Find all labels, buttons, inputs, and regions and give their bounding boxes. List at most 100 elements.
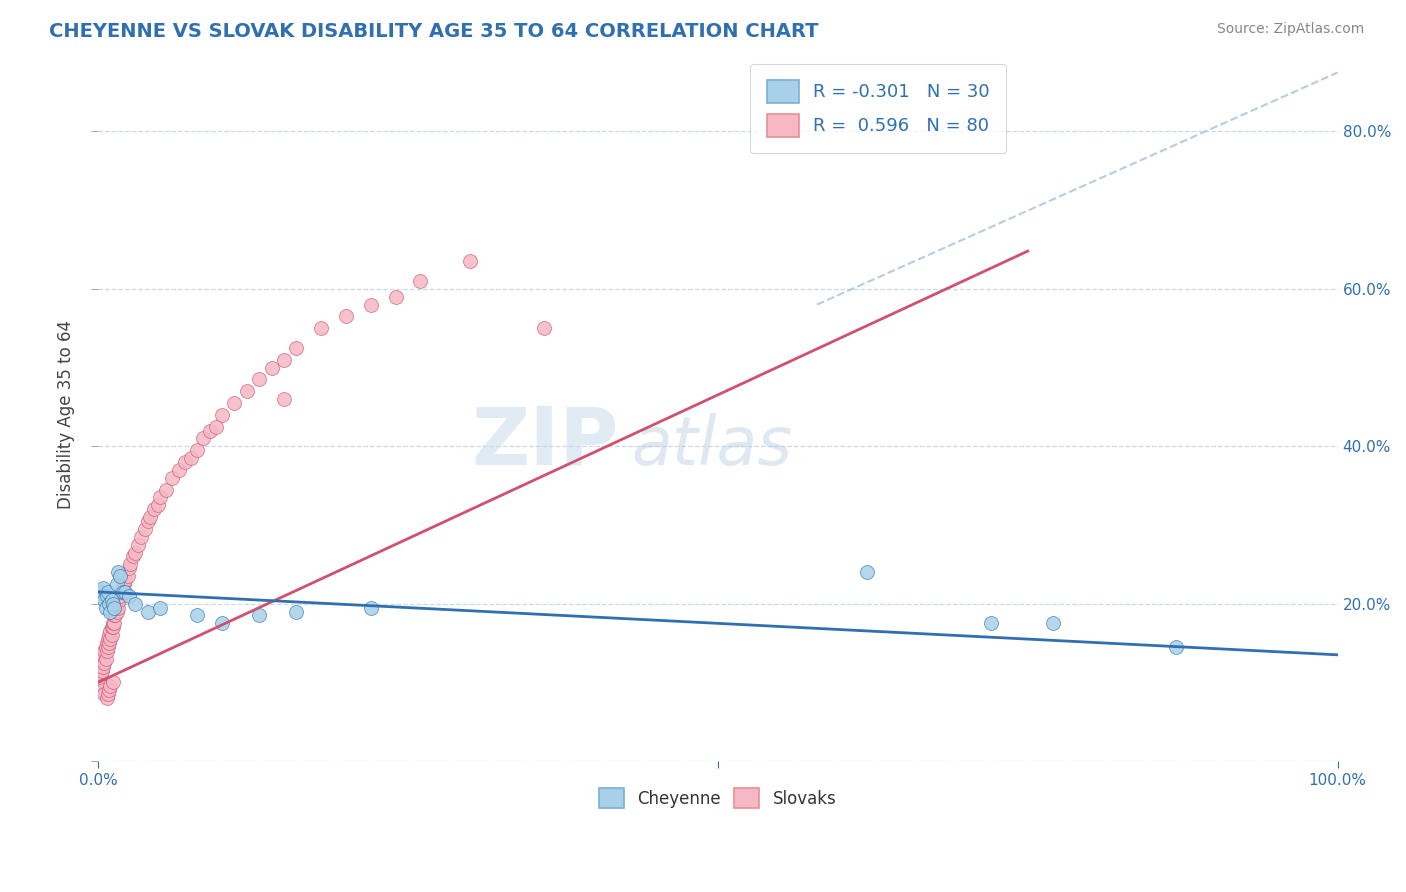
- Point: [111, 585, 134, 599]
- Point: [127, 538, 149, 552]
- Point: [93, 644, 115, 658]
- Point: [136, 605, 159, 619]
- Point: [205, 419, 228, 434]
- Point: [98, 683, 121, 698]
- Point: [103, 600, 125, 615]
- Point: [149, 491, 172, 505]
- Point: [273, 392, 295, 406]
- Point: [360, 298, 382, 312]
- Point: [103, 616, 125, 631]
- Point: [131, 530, 153, 544]
- Point: [97, 585, 120, 599]
- Point: [193, 431, 215, 445]
- Point: [186, 443, 208, 458]
- Point: [198, 424, 221, 438]
- Point: [121, 549, 143, 564]
- Point: [96, 644, 118, 658]
- Point: [94, 640, 117, 654]
- Point: [100, 632, 122, 646]
- Legend: Cheyenne, Slovaks: Cheyenne, Slovaks: [592, 781, 844, 815]
- Point: [285, 341, 308, 355]
- Point: [97, 687, 120, 701]
- Text: CHEYENNE VS SLOVAK DISABILITY AGE 35 TO 64 CORRELATION CHART: CHEYENNE VS SLOVAK DISABILITY AGE 35 TO …: [49, 22, 818, 41]
- Point: [100, 592, 122, 607]
- Point: [247, 372, 270, 386]
- Point: [91, 581, 114, 595]
- Point: [285, 605, 308, 619]
- Point: [855, 565, 877, 579]
- Point: [124, 545, 146, 559]
- Point: [105, 577, 128, 591]
- Point: [96, 691, 118, 706]
- Text: ZIP: ZIP: [471, 403, 619, 482]
- Point: [117, 569, 139, 583]
- Point: [309, 321, 332, 335]
- Point: [111, 585, 134, 599]
- Point: [98, 636, 121, 650]
- Point: [104, 608, 127, 623]
- Point: [118, 561, 141, 575]
- Point: [96, 589, 118, 603]
- Point: [90, 652, 112, 666]
- Point: [1042, 616, 1064, 631]
- Point: [90, 659, 112, 673]
- Point: [118, 589, 141, 603]
- Point: [224, 396, 246, 410]
- Point: [90, 664, 112, 678]
- Point: [105, 597, 128, 611]
- Y-axis label: Disability Age 35 to 64: Disability Age 35 to 64: [58, 320, 75, 509]
- Point: [110, 589, 132, 603]
- Point: [100, 620, 122, 634]
- Point: [101, 675, 124, 690]
- Point: [107, 565, 129, 579]
- Point: [211, 408, 233, 422]
- Point: [167, 463, 190, 477]
- Point: [458, 254, 481, 268]
- Point: [134, 522, 156, 536]
- Point: [101, 616, 124, 631]
- Point: [124, 597, 146, 611]
- Point: [211, 616, 233, 631]
- Point: [112, 577, 135, 591]
- Point: [273, 352, 295, 367]
- Point: [149, 600, 172, 615]
- Point: [101, 620, 124, 634]
- Point: [93, 656, 115, 670]
- Point: [100, 605, 122, 619]
- Point: [97, 640, 120, 654]
- Point: [120, 558, 142, 572]
- Point: [108, 592, 131, 607]
- Point: [146, 498, 169, 512]
- Point: [139, 510, 162, 524]
- Point: [97, 632, 120, 646]
- Point: [90, 585, 112, 599]
- Point: [91, 648, 114, 662]
- Point: [107, 600, 129, 615]
- Point: [533, 321, 555, 335]
- Point: [142, 502, 165, 516]
- Point: [136, 514, 159, 528]
- Point: [89, 672, 111, 686]
- Text: Source: ZipAtlas.com: Source: ZipAtlas.com: [1216, 22, 1364, 37]
- Point: [98, 628, 121, 642]
- Point: [103, 608, 125, 623]
- Point: [236, 384, 259, 399]
- Point: [162, 471, 184, 485]
- Point: [111, 581, 134, 595]
- Point: [1166, 640, 1188, 654]
- Point: [90, 589, 112, 603]
- Point: [100, 679, 122, 693]
- Point: [94, 652, 117, 666]
- Point: [155, 483, 177, 497]
- Text: atlas: atlas: [631, 413, 792, 479]
- Point: [384, 290, 406, 304]
- Point: [409, 274, 432, 288]
- Point: [100, 624, 122, 639]
- Point: [101, 597, 124, 611]
- Point: [360, 600, 382, 615]
- Point: [247, 608, 270, 623]
- Point: [90, 667, 112, 681]
- Point: [93, 592, 115, 607]
- Point: [93, 687, 115, 701]
- Point: [114, 573, 136, 587]
